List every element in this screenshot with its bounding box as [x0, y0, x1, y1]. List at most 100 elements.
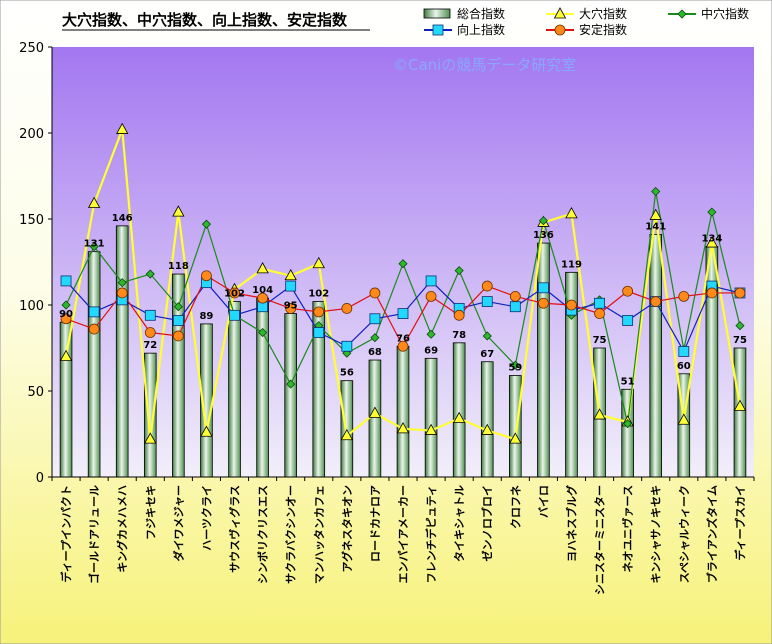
point: [425, 290, 437, 302]
data-label: 68: [368, 347, 382, 358]
point: [706, 287, 718, 299]
data-label: 141: [645, 221, 666, 232]
point: [116, 287, 128, 299]
point: [509, 290, 521, 302]
point: [144, 309, 156, 321]
point: [144, 432, 157, 444]
bar: [452, 342, 466, 478]
y-tick-label: 50: [27, 385, 44, 400]
point: [553, 7, 567, 19]
point: [565, 207, 578, 219]
point: [88, 323, 100, 335]
point: [482, 331, 492, 341]
point: [678, 290, 690, 302]
point: [453, 309, 465, 321]
bar: [59, 321, 73, 478]
point: [87, 196, 101, 208]
data-label: 102: [308, 289, 329, 300]
data-label: 89: [199, 311, 213, 322]
point: [229, 287, 240, 299]
bar: [621, 388, 634, 478]
point: [538, 297, 549, 309]
y-tick-label: 0: [36, 471, 44, 486]
point: [200, 425, 213, 437]
x-tick-label: アグネスタキオン: [340, 485, 354, 572]
x-tick-label: マンハッタンカフェ: [313, 485, 326, 584]
bar: [284, 313, 297, 478]
point: [677, 413, 690, 425]
data-label: 76: [396, 333, 410, 344]
point: [678, 346, 690, 357]
data-label: 78: [452, 330, 466, 341]
legend-label: 中穴指数: [701, 6, 749, 21]
data-label: 104: [252, 285, 273, 296]
data-label: 75: [733, 335, 747, 346]
bar: [256, 297, 269, 478]
point: [116, 122, 129, 134]
point: [313, 327, 325, 338]
x-tick-label: スペシャルウィーク: [678, 485, 691, 583]
x-tick-label: サウスヴィグラス: [228, 485, 242, 573]
data-label: 51: [621, 376, 635, 387]
legend-label: 向上指数: [457, 22, 505, 37]
point: [368, 406, 382, 418]
point: [622, 315, 634, 326]
bar: [480, 361, 494, 478]
point: [538, 216, 548, 226]
bar: [424, 357, 438, 478]
y-axis: 0 50 100 150 200 250: [19, 41, 53, 486]
point: [369, 287, 381, 299]
point: [369, 313, 381, 325]
x-tick-label: タイキシャトル: [453, 485, 466, 562]
point: [89, 241, 99, 252]
point: [426, 329, 436, 339]
legend-swatch: [423, 8, 451, 19]
point: [432, 24, 444, 36]
x-tick-label: ディープスカイ: [733, 485, 747, 561]
point: [538, 282, 549, 294]
point: [285, 280, 297, 292]
data-label: 75: [593, 335, 607, 346]
point: [312, 256, 325, 269]
point: [173, 302, 183, 312]
data-labels: 90 131 146 72 118 89 102 104 95 102 56 68 76 69 78 67 59…: [59, 213, 747, 387]
point: [117, 278, 127, 288]
data-label: 59: [508, 363, 522, 374]
point: [594, 297, 605, 309]
x-tick-label: サクラバクシンオー: [285, 485, 298, 584]
bar: [340, 380, 354, 478]
bar: [87, 251, 101, 478]
point: [258, 327, 268, 338]
data-label: 60: [677, 361, 691, 372]
point: [509, 432, 522, 444]
line-series: [59, 122, 747, 444]
point: [650, 296, 662, 307]
data-label: 95: [284, 301, 298, 312]
x-tick-label: ネオユニヴァース: [621, 485, 635, 572]
point: [554, 24, 566, 36]
point: [229, 309, 240, 321]
y-tick-label: 100: [19, 299, 44, 314]
point: [623, 419, 633, 429]
data-label: 134: [701, 234, 722, 245]
data-label: 146: [112, 213, 133, 224]
point: [59, 349, 73, 362]
point: [313, 306, 325, 318]
point: [622, 285, 634, 297]
point: [509, 301, 521, 313]
point: [397, 340, 409, 352]
point: [256, 262, 269, 274]
x-tick-label: クロフネ: [509, 485, 522, 529]
point: [481, 280, 493, 292]
point: [510, 360, 520, 370]
data-label: 118: [168, 261, 189, 272]
x-tick-label: ディープインパクト: [59, 485, 73, 583]
x-tick-label: シニスターミニスター: [594, 485, 607, 595]
x-tick-label: フジキセキ: [144, 485, 157, 540]
y-tick-label: 250: [19, 41, 44, 56]
y-tick-label: 200: [19, 127, 44, 142]
x-tick-label: ハーツクライ: [200, 485, 213, 551]
x-tick-label: ダイワメジャー: [171, 485, 185, 561]
